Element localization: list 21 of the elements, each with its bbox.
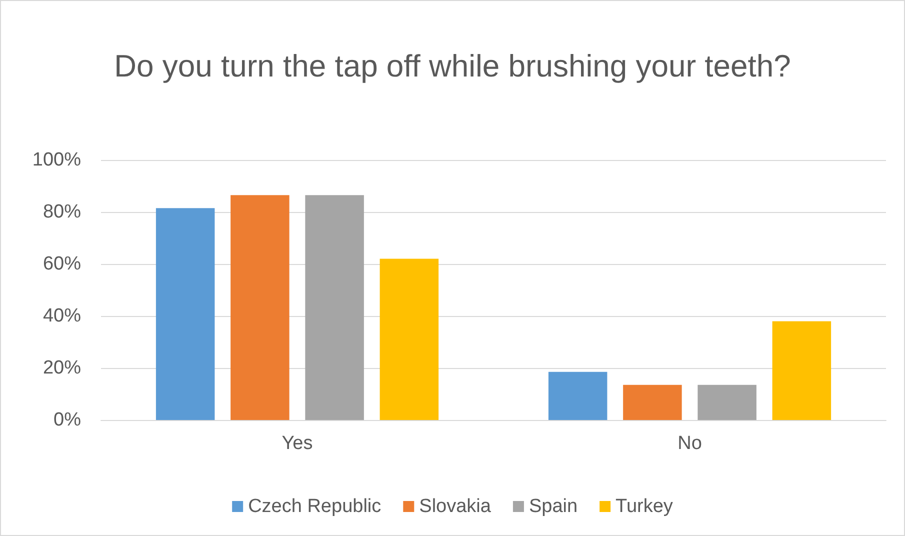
- bar: [230, 195, 290, 420]
- y-tick-label: 40%: [42, 306, 82, 326]
- bar: [772, 321, 832, 420]
- y-tick-label: 20%: [42, 358, 82, 378]
- legend-label: Spain: [528, 496, 578, 517]
- y-tick-label: 80%: [42, 202, 82, 222]
- bar: [380, 258, 439, 420]
- bar: [305, 195, 364, 420]
- x-tick-label: Yes: [282, 433, 313, 454]
- bar: [698, 384, 756, 420]
- bar: [156, 208, 215, 420]
- y-tick-label: 100%: [32, 150, 82, 170]
- bar: [623, 384, 682, 420]
- legend-label: Slovakia: [419, 496, 492, 517]
- y-tick-label: 0%: [54, 410, 82, 430]
- x-tick-label: No: [678, 433, 702, 454]
- legend-label: Turkey: [616, 496, 674, 517]
- legend-label: Czech Republic: [248, 496, 382, 517]
- bar: [548, 372, 608, 420]
- y-tick-label: 60%: [42, 254, 82, 274]
- chart-title: Do you turn the tap off while brushing your teeth?: [114, 48, 791, 84]
